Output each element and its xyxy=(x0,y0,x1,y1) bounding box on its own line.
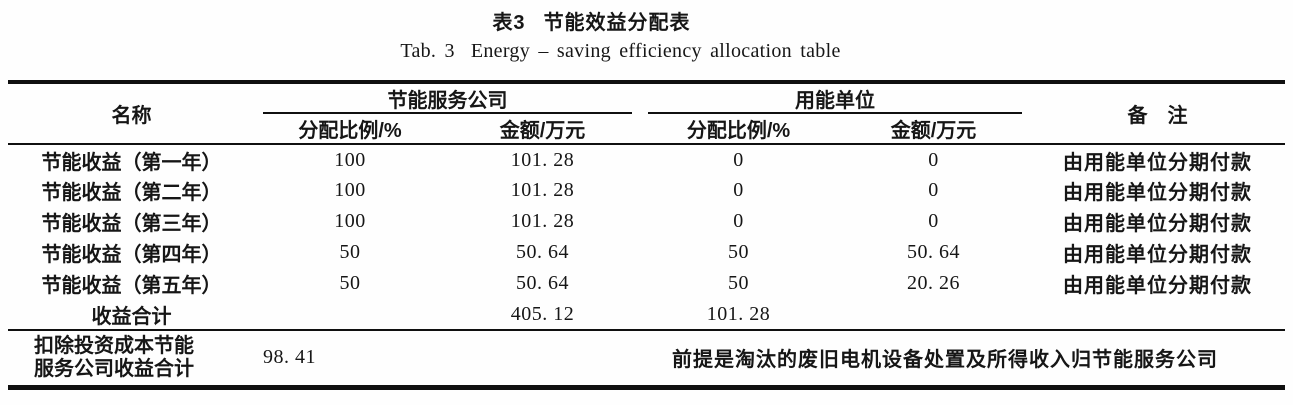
user-ratio-cell: 0 xyxy=(733,179,744,201)
user-ratio-cell: 0 xyxy=(733,210,744,232)
esco-ratio-cell xyxy=(255,299,445,331)
esco-amount-cell: 101. 28 xyxy=(510,210,575,232)
footer-name-cell: 扣除投资成本节能 服务公司收益合计 xyxy=(8,330,255,387)
row-name-cell: 节能收益（第二年） xyxy=(41,182,222,204)
user-ratio-cell: 0 xyxy=(733,148,744,171)
remark-cell xyxy=(1030,299,1285,331)
esco-amount-cell: 405. 12 xyxy=(445,299,640,331)
esco-amount-cell: 101. 28 xyxy=(510,148,575,171)
table-title-en-text: Energy – saving efficiency allocation ta… xyxy=(470,40,841,62)
remark-cell: 由用能单位分期付款 xyxy=(1063,275,1252,297)
header-user-amount: 金额/万元 xyxy=(837,114,1030,145)
esco-ratio-cell: 50 xyxy=(339,241,361,263)
header-group-user: 用能单位 xyxy=(640,82,1030,114)
user-amount-cell: 50. 64 xyxy=(907,241,960,263)
footer-empty-cell xyxy=(445,330,640,387)
row-name-cell: 节能收益（第四年） xyxy=(41,244,222,266)
user-amount-cell: 0 xyxy=(928,148,939,171)
user-ratio-cell: 50 xyxy=(728,272,749,294)
footer-row: 扣除投资成本节能 服务公司收益合计 98. 41 前提是淘汰的废旧电机设备处置及… xyxy=(8,330,1285,387)
footer-value-cell: 98. 41 xyxy=(263,346,316,369)
table-row: 节能收益（第五年） 50 50. 64 50 20. 26 由用能单位分期付款 xyxy=(8,268,1285,299)
header-esco-amount: 金额/万元 xyxy=(445,114,640,145)
table-row: 节能收益（第一年） 100 101. 28 0 0 由用能单位分期付款 xyxy=(8,144,1285,175)
remark-cell: 由用能单位分期付款 xyxy=(1063,182,1252,204)
table-row: 节能收益（第三年） 100 101. 28 0 0 由用能单位分期付款 xyxy=(8,206,1285,237)
remark-cell: 由用能单位分期付款 xyxy=(1063,213,1252,235)
summary-row: 收益合计 405. 12 101. 28 xyxy=(8,299,1285,331)
esco-ratio-cell: 100 xyxy=(334,148,366,171)
header-group-esco-label: 节能服务公司 xyxy=(263,84,632,114)
footer-name-line2: 服务公司收益合计 xyxy=(34,357,194,380)
remark-cell: 由用能单位分期付款 xyxy=(1063,151,1252,174)
header-remarks: 备 注 xyxy=(1030,82,1285,145)
table-row: 节能收益（第四年） 50 50. 64 50 50. 64 由用能单位分期付款 xyxy=(8,237,1285,268)
table-number-cn: 表3 xyxy=(492,12,526,34)
esco-amount-cell: 50. 64 xyxy=(516,241,569,263)
remark-cell: 由用能单位分期付款 xyxy=(1063,244,1252,266)
header-group-user-label: 用能单位 xyxy=(648,84,1022,114)
header-group-row: 名称 节能服务公司 用能单位 备 注 xyxy=(8,82,1285,145)
footer-name-line1: 扣除投资成本节能 xyxy=(34,334,194,357)
user-amount-cell xyxy=(837,299,1030,331)
footer-note-cell: 前提是淘汰的废旧电机设备处置及所得收入归节能服务公司 xyxy=(672,349,1218,372)
table-row: 节能收益（第二年） 100 101. 28 0 0 由用能单位分期付款 xyxy=(8,175,1285,206)
user-amount-cell: 0 xyxy=(928,179,939,201)
header-user-ratio: 分配比例/% xyxy=(640,114,837,145)
row-name-cell: 节能收益（第三年） xyxy=(41,213,222,235)
header-group-esco: 节能服务公司 xyxy=(255,82,640,114)
table-title-cn: 表3 节能效益分配表 xyxy=(0,0,1238,35)
allocation-table: 名称 节能服务公司 用能单位 备 注 分配比例/% 金额/万元 分配比例/% 金… xyxy=(8,80,1285,390)
user-ratio-cell: 50 xyxy=(728,241,749,263)
user-ratio-cell: 101. 28 xyxy=(640,299,837,331)
header-esco-ratio: 分配比例/% xyxy=(255,114,445,145)
row-name-cell: 收益合计 xyxy=(8,299,255,331)
esco-amount-cell: 50. 64 xyxy=(516,272,569,294)
table-number-en: Tab. 3 xyxy=(400,40,455,62)
table-title-cn-text: 节能效益分配表 xyxy=(543,12,691,34)
table-title-en: Tab. 3 Energy – saving efficiency allocat… xyxy=(0,39,1267,63)
user-amount-cell: 20. 26 xyxy=(907,272,960,294)
esco-ratio-cell: 50 xyxy=(339,272,361,294)
user-amount-cell: 0 xyxy=(928,210,939,232)
esco-ratio-cell: 100 xyxy=(334,210,366,232)
header-sub-row: 分配比例/% 金额/万元 分配比例/% 金额/万元 xyxy=(8,114,1285,145)
esco-amount-cell: 101. 28 xyxy=(510,179,575,201)
header-name: 名称 xyxy=(8,82,255,145)
row-name-cell: 节能收益（第一年） xyxy=(41,151,222,174)
row-name-cell: 节能收益（第五年） xyxy=(41,275,222,297)
esco-ratio-cell: 100 xyxy=(334,179,366,201)
